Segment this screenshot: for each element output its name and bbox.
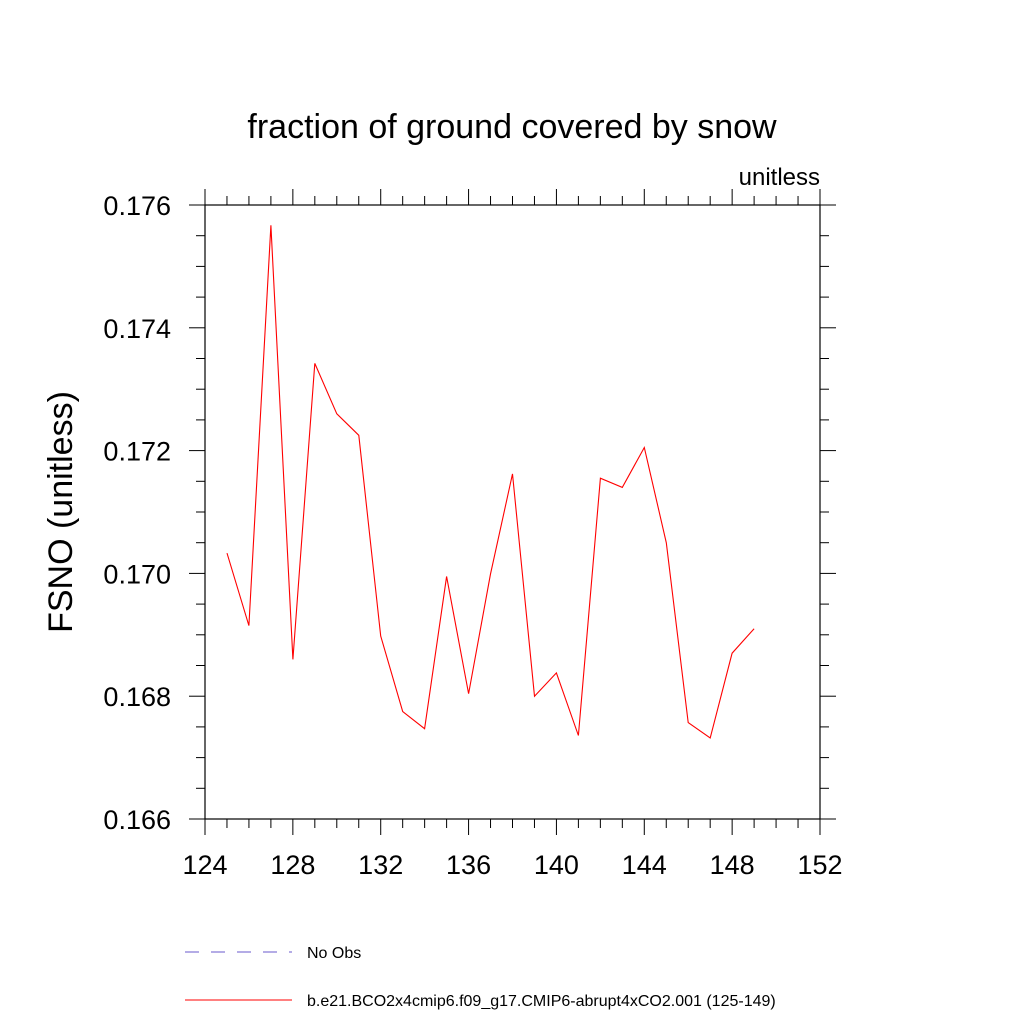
y-tick-label: 0.172 (103, 437, 171, 467)
x-axis-ticks: 124 128 132 136 140 144 148 152 (182, 189, 843, 880)
y-tick-label: 0.174 (103, 314, 171, 344)
x-tick-label: 144 (622, 850, 667, 880)
y-tick-label: 0.176 (103, 191, 171, 221)
y-axis-label: FSNO (unitless) (42, 391, 80, 633)
chart-title: fraction of ground covered by snow (247, 108, 777, 146)
x-tick-label: 152 (797, 850, 842, 880)
x-tick-label: 140 (534, 850, 579, 880)
y-tick-label: 0.166 (103, 805, 171, 835)
x-tick-label: 148 (710, 850, 755, 880)
units-label: unitless (739, 164, 820, 191)
legend-label-no-obs: No Obs (307, 945, 361, 962)
plot-frame (204, 204, 821, 820)
series-layer (226, 225, 755, 739)
y-tick-label: 0.170 (103, 559, 171, 589)
x-tick-label: 124 (182, 850, 227, 880)
legend-label-model: b.e21.BCO2x4cmip6.f09_g17.CMIP6-abrupt4x… (307, 993, 776, 1010)
x-tick-label: 132 (358, 850, 403, 880)
x-tick-label: 136 (446, 850, 491, 880)
y-tick-label: 0.168 (103, 682, 171, 712)
x-tick-label: 128 (270, 850, 315, 880)
y-axis-ticks: 0.166 0.168 0.170 0.172 0.174 0.176 (103, 191, 836, 835)
series-line (226, 225, 755, 739)
legend: No Obs b.e21.BCO2x4cmip6.f09_g17.CMIP6-a… (185, 945, 776, 1010)
